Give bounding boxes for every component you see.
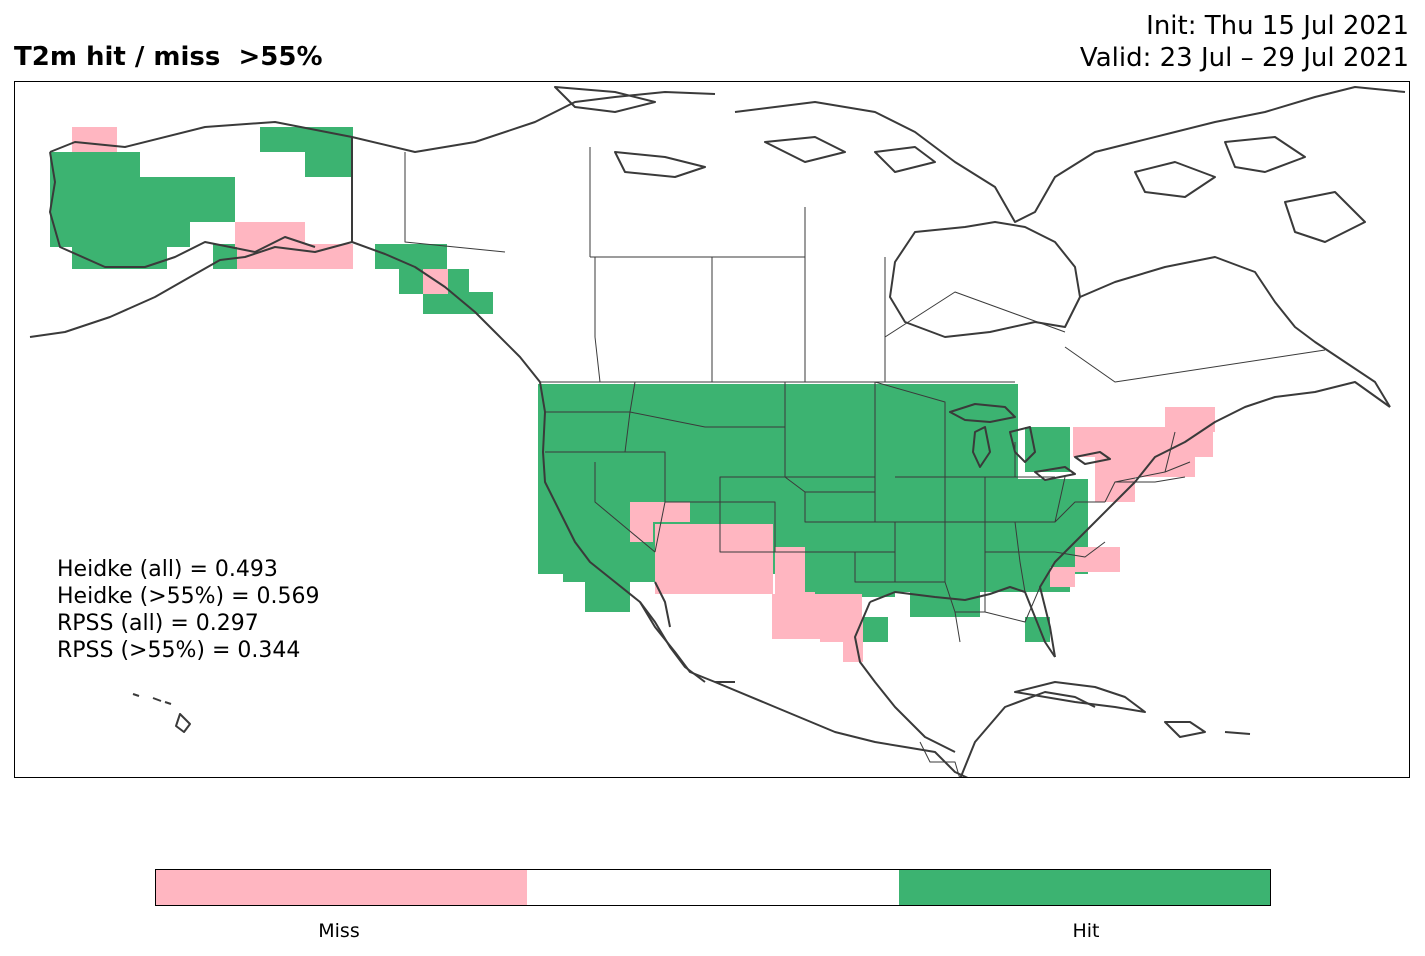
hit-cell (815, 587, 895, 597)
hit-cell (863, 617, 888, 642)
colorbar-neutral-segment (527, 870, 899, 905)
colorbar-miss-label: Miss (318, 920, 360, 942)
hit-cell (50, 152, 140, 177)
map-panel (14, 81, 1410, 778)
map-title: T2m hit / miss >55% (14, 42, 323, 72)
hudson-bay-coastline (889, 221, 1081, 338)
alaska-coastline (29, 121, 353, 338)
miss-cell (1095, 477, 1135, 502)
init-date: Init: Thu 15 Jul 2021 (1146, 11, 1409, 41)
hawaii-islands (132, 693, 191, 733)
colorbar-hit-segment (898, 870, 1270, 905)
map-outlines (29, 86, 1406, 777)
mexico-coastline (714, 681, 969, 777)
arctic-coastline (351, 86, 1406, 223)
date-header: Init: Thu 15 Jul 2021 Valid: 23 Jul – 29… (1080, 10, 1409, 74)
colorbar (155, 869, 1271, 906)
hit-cell (423, 292, 493, 314)
miss-cell (1095, 452, 1195, 477)
heidke-above55-score: Heidke (>55%) = 0.569 (57, 584, 320, 609)
hit-cell (305, 152, 353, 177)
hit-cell (585, 582, 630, 612)
canada-borders (351, 137, 1326, 383)
heidke-all-score: Heidke (all) = 0.493 (57, 557, 278, 582)
baja-coastline (639, 581, 706, 683)
hit-cell (260, 127, 353, 152)
miss-cell (655, 524, 773, 594)
rpss-above55-score: RPSS (>55%) = 0.344 (57, 638, 301, 663)
valid-range: Valid: 23 Jul – 29 Jul 2021 (1079, 43, 1409, 73)
great-lakes (949, 403, 1111, 481)
labrador-coastline (1079, 256, 1391, 408)
hit-miss-grid (50, 127, 1215, 662)
hit-cell (538, 384, 1018, 479)
atlantic-coastline (1039, 381, 1391, 658)
map-canvas (29, 86, 1406, 777)
caribbean-islands (1014, 681, 1251, 738)
hit-cell (50, 177, 235, 222)
panhandle-coastline (351, 241, 541, 383)
arctic-islands (554, 86, 1366, 243)
gulf-coastline (854, 586, 1096, 777)
skill-scores: Heidke (all) = 0.493 Heidke (>55%) = 0.5… (57, 556, 320, 664)
hit-cell (805, 547, 900, 592)
rpss-all-score: RPSS (all) = 0.297 (57, 611, 259, 636)
miss-cell (235, 222, 305, 247)
colorbar-hit-label: Hit (1072, 920, 1100, 942)
miss-cell (72, 127, 117, 152)
miss-cell (1050, 567, 1075, 587)
mexico-borders (919, 741, 960, 777)
colorbar-miss-segment (156, 870, 528, 905)
us-state-borders (545, 381, 1191, 643)
hit-cell (563, 542, 658, 582)
hit-cell (50, 222, 190, 247)
miss-cell (237, 244, 353, 269)
miss-cell (1165, 407, 1215, 432)
